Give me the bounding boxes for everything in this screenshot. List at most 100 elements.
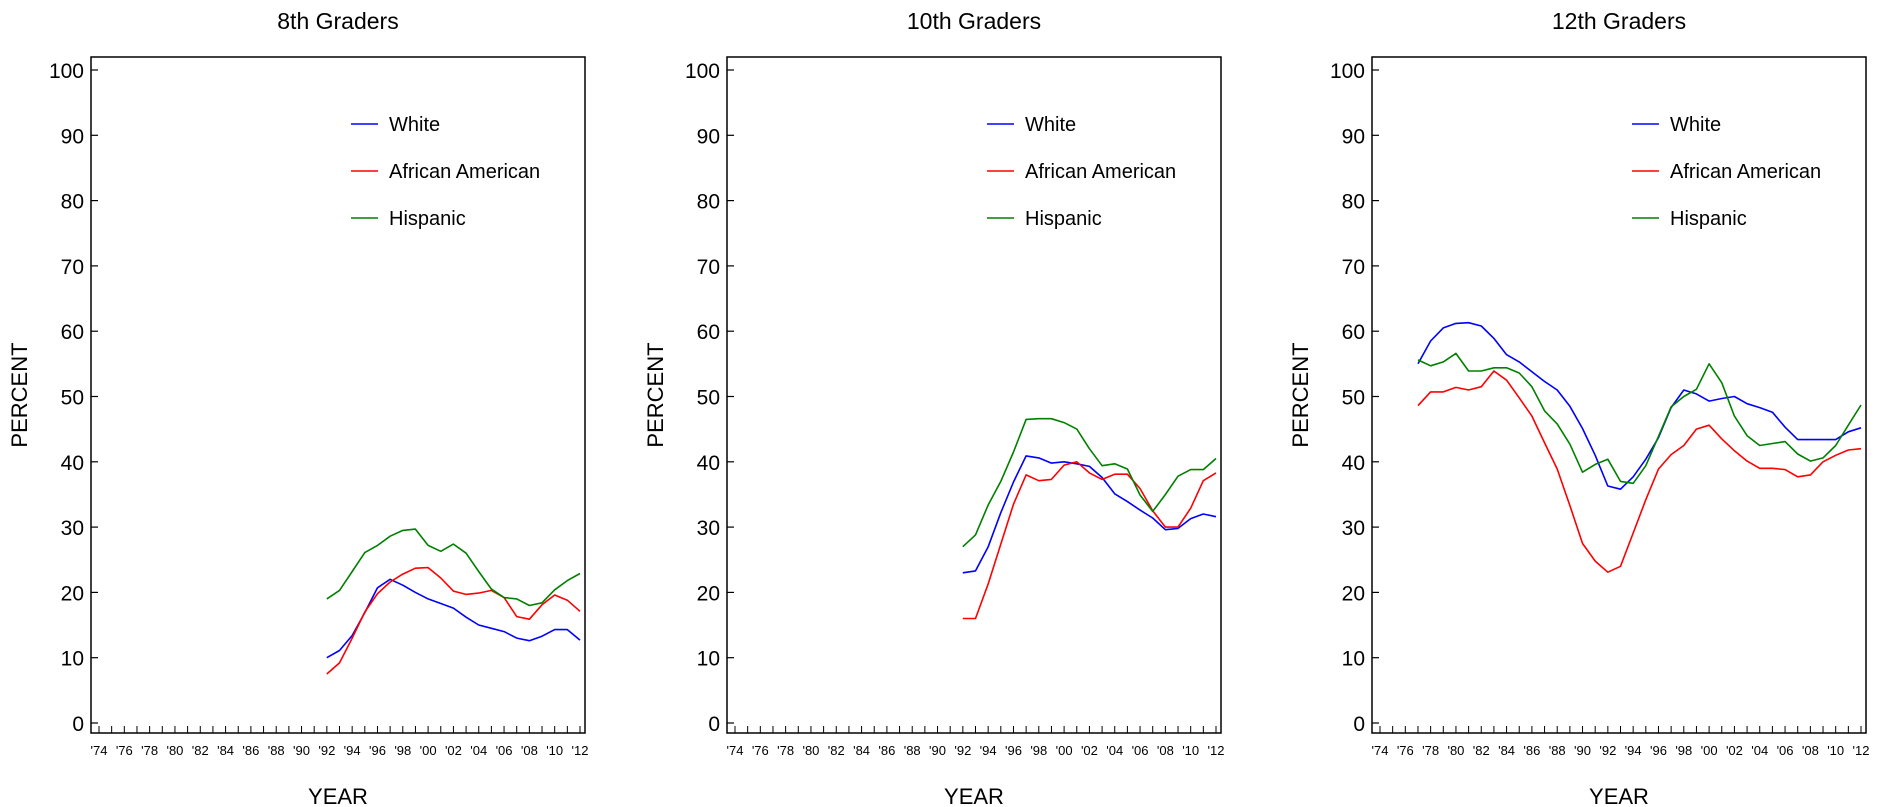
x-tick-label: '88	[268, 743, 285, 758]
y-tick-label: 60	[697, 321, 720, 344]
series-line-african-american	[326, 566, 581, 675]
legend-label-african-american: African American	[1670, 161, 1821, 183]
series-line-african-american	[1417, 370, 1862, 574]
y-tick-label: 40	[697, 452, 720, 475]
x-axis-label: YEAR	[944, 784, 1004, 807]
y-tick-label: 100	[1330, 60, 1365, 83]
x-tick-label: '76	[752, 743, 769, 758]
x-tick-label: '94	[980, 743, 997, 758]
x-tick-label: '82	[192, 743, 209, 758]
y-tick-label: 70	[1342, 256, 1365, 279]
series-line-hispanic	[326, 528, 581, 607]
x-tick-label: '00	[420, 743, 437, 758]
plot-frame	[90, 56, 586, 734]
x-tick-label: '84	[853, 743, 870, 758]
series-line-african-american	[962, 460, 1217, 620]
y-axis-ticks: 0 10 20 30 40 50 60 70 80 90 100	[1330, 60, 1379, 736]
x-tick-label: '08	[521, 743, 538, 758]
y-tick-label: 90	[1342, 125, 1365, 148]
x-tick-label: '00	[1056, 743, 1073, 758]
x-tick-label: '04	[1106, 743, 1123, 758]
series-line-hispanic	[1417, 352, 1862, 485]
legend: White African American Hispanic	[987, 114, 1176, 230]
series-lines	[1417, 321, 1862, 574]
y-tick-label: 80	[697, 191, 720, 214]
y-tick-label: 20	[61, 582, 84, 605]
chart-title: 8th Graders	[277, 8, 398, 34]
y-tick-label: 0	[1353, 713, 1365, 736]
x-tick-label: '78	[1422, 743, 1439, 758]
x-tick-label: '08	[1157, 743, 1174, 758]
x-tick-label: '86	[242, 743, 259, 758]
series-line-white	[1417, 321, 1862, 491]
x-axis-ticks: '74 '76 '78 '80 '82 '84 '86 '88 '90 '92 '94 '96 '98 '…	[727, 726, 1225, 758]
legend-label-white: White	[389, 114, 440, 136]
x-tick-label: '80	[1447, 743, 1464, 758]
x-tick-label: '86	[878, 743, 895, 758]
legend-label-white: White	[1670, 114, 1721, 136]
x-tick-label: '06	[1132, 743, 1149, 758]
x-axis-label: YEAR	[1589, 784, 1649, 807]
x-tick-label: '12	[1208, 743, 1225, 758]
x-tick-label: '84	[1498, 743, 1515, 758]
x-tick-label: '96	[1005, 743, 1022, 758]
x-tick-label: '12	[572, 743, 589, 758]
plot-frame	[1371, 56, 1867, 734]
y-tick-label: 10	[61, 648, 84, 671]
x-tick-label: '08	[1802, 743, 1819, 758]
legend-label-hispanic: Hispanic	[1025, 208, 1102, 230]
x-tick-label: '06	[496, 743, 513, 758]
y-tick-label: 60	[1342, 321, 1365, 344]
y-axis-label: PERCENT	[1288, 342, 1313, 447]
x-tick-label: '96	[1650, 743, 1667, 758]
y-tick-label: 70	[61, 256, 84, 279]
x-tick-label: '90	[929, 743, 946, 758]
x-tick-label: '10	[1827, 743, 1844, 758]
y-tick-label: 40	[1342, 452, 1365, 475]
x-tick-label: '92	[1599, 743, 1616, 758]
panel-8th-graders: 8th Graders PERCENT YEAR 0 10 20 30 40 50 60 70…	[7, 8, 588, 807]
y-axis-ticks: 0 10 20 30 40 50 60 70 80 90 100	[49, 60, 98, 736]
x-tick-label: '80	[166, 743, 183, 758]
x-tick-label: '78	[141, 743, 158, 758]
y-axis-label: PERCENT	[7, 342, 32, 447]
y-tick-label: 30	[1342, 517, 1365, 540]
x-tick-label: '06	[1777, 743, 1794, 758]
x-axis-label: YEAR	[308, 784, 368, 807]
x-tick-label: '98	[394, 743, 411, 758]
x-tick-label: '88	[904, 743, 921, 758]
x-tick-label: '96	[369, 743, 386, 758]
x-tick-label: '00	[1701, 743, 1718, 758]
series-lines	[326, 528, 581, 675]
y-tick-label: 20	[1342, 582, 1365, 605]
series-line-white	[326, 578, 581, 659]
y-tick-label: 0	[708, 713, 720, 736]
x-tick-label: '74	[727, 743, 744, 758]
x-tick-label: '74	[1372, 743, 1389, 758]
y-tick-label: 20	[697, 582, 720, 605]
legend: White African American Hispanic	[351, 114, 540, 230]
chart-title: 10th Graders	[907, 8, 1041, 34]
x-tick-label: '04	[470, 743, 487, 758]
x-tick-label: '10	[546, 743, 563, 758]
y-axis-ticks: 0 10 20 30 40 50 60 70 80 90 100	[685, 60, 734, 736]
y-tick-label: 10	[697, 648, 720, 671]
x-tick-label: '88	[1549, 743, 1566, 758]
x-tick-label: '84	[217, 743, 234, 758]
y-tick-label: 40	[61, 452, 84, 475]
legend-label-african-american: African American	[389, 161, 540, 183]
y-tick-label: 30	[61, 517, 84, 540]
series-line-white	[962, 455, 1217, 574]
legend-label-african-american: African American	[1025, 161, 1176, 183]
legend-label-hispanic: Hispanic	[1670, 208, 1747, 230]
x-tick-label: '10	[1182, 743, 1199, 758]
x-tick-label: '02	[1081, 743, 1098, 758]
y-tick-label: 90	[697, 125, 720, 148]
y-tick-label: 0	[72, 713, 84, 736]
series-lines	[962, 417, 1217, 620]
y-tick-label: 90	[61, 125, 84, 148]
legend: White African American Hispanic	[1632, 114, 1821, 230]
x-tick-label: '76	[116, 743, 133, 758]
panel-12th-graders: 12th Graders PERCENT YEAR 0 10 20 30 40 50 60 7…	[1288, 8, 1869, 807]
y-tick-label: 100	[685, 60, 720, 83]
